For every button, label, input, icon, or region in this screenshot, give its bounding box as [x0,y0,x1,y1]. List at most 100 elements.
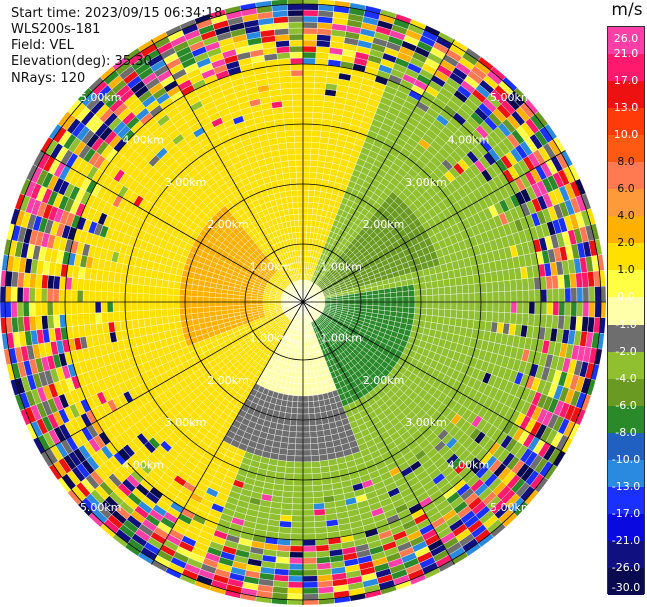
range-gate [71,313,79,327]
range-gate [438,308,445,318]
range-gate [100,291,108,303]
range-gate [10,301,18,318]
range-gate [142,293,150,303]
range-gate [503,312,511,324]
range-gate [302,551,317,559]
range-gate [274,562,290,570]
range-gate [509,279,517,292]
range-gate [46,288,54,303]
range-gate [395,286,403,293]
range-gate [408,301,416,309]
range-gate [317,436,326,444]
range-gate [244,304,252,309]
range-gate [70,301,78,315]
range-gate [449,285,457,295]
range-gate [509,312,517,325]
range-gate [354,298,362,303]
range-gate [378,301,386,307]
range-gate [564,301,572,317]
range-gate [307,395,314,403]
range-gate [308,401,315,409]
range-gate [166,301,174,310]
range-gate [414,301,422,309]
range-gate [317,160,326,168]
range-gate [308,407,315,415]
range-gate [311,382,317,390]
range-gate [444,301,452,310]
range-gate [296,413,304,421]
range-gate [588,286,596,303]
range-gate [35,273,43,289]
range-gate [316,556,331,564]
range-gate [291,515,304,523]
range-gate [437,316,445,325]
range-gate [125,310,133,321]
range-gate [563,273,571,289]
range-gate [311,472,322,480]
range-gate [600,301,607,319]
range-gate [297,395,304,403]
range-gate [312,394,319,402]
range-gate [220,301,228,307]
range-gate [302,147,312,155]
range-gate [456,293,464,303]
range-gate [289,425,297,433]
range-gate [281,502,293,510]
range-gate [295,431,304,439]
range-gate [161,316,169,325]
range-gate [286,448,296,456]
range-gate [238,304,246,309]
range-gate [310,142,320,150]
range-gate [492,291,500,303]
range-gate [298,377,304,385]
range-gate [315,172,324,180]
range-gate [214,292,222,298]
range-gate [238,301,246,306]
range-gate [302,51,317,59]
range-gate [34,301,42,317]
range-gate [372,301,380,307]
range-gate [354,301,362,306]
range-gate [302,575,318,583]
range-gate [288,431,297,438]
range-gate [485,311,493,323]
range-gate [400,279,408,287]
range-gate [316,34,332,42]
range-gate [293,473,304,481]
range-gate [89,312,97,325]
range-gate [53,275,61,290]
range-gate [296,407,304,415]
range-gate [312,106,324,114]
range-gate [302,545,317,553]
range-gate [545,314,553,329]
range-gate [0,301,6,319]
range-gate [431,315,439,324]
range-gate [414,295,422,303]
range-gate [292,395,299,403]
range-gate [552,288,560,303]
range-gate [426,295,434,303]
range-gate [510,301,518,314]
range-gate [449,309,457,319]
range-gate [53,314,61,329]
range-gate [16,301,24,318]
range-gate [316,166,325,174]
range-gate [107,311,115,323]
range-gate [238,298,246,303]
range-gate [196,301,204,308]
range-gate [426,288,434,296]
range-gate [308,183,316,191]
range-gate [287,587,304,595]
range-gate [302,15,319,23]
range-gate [191,284,199,292]
range-gate [384,306,392,312]
range-gate [309,437,319,444]
range-gate [302,407,310,415]
range-gate [4,301,12,318]
range-gate [372,293,380,299]
range-gate [310,154,319,161]
range-gate [455,309,463,319]
range-gate [220,305,228,311]
range-gate [311,466,322,474]
range-gate [173,314,181,323]
